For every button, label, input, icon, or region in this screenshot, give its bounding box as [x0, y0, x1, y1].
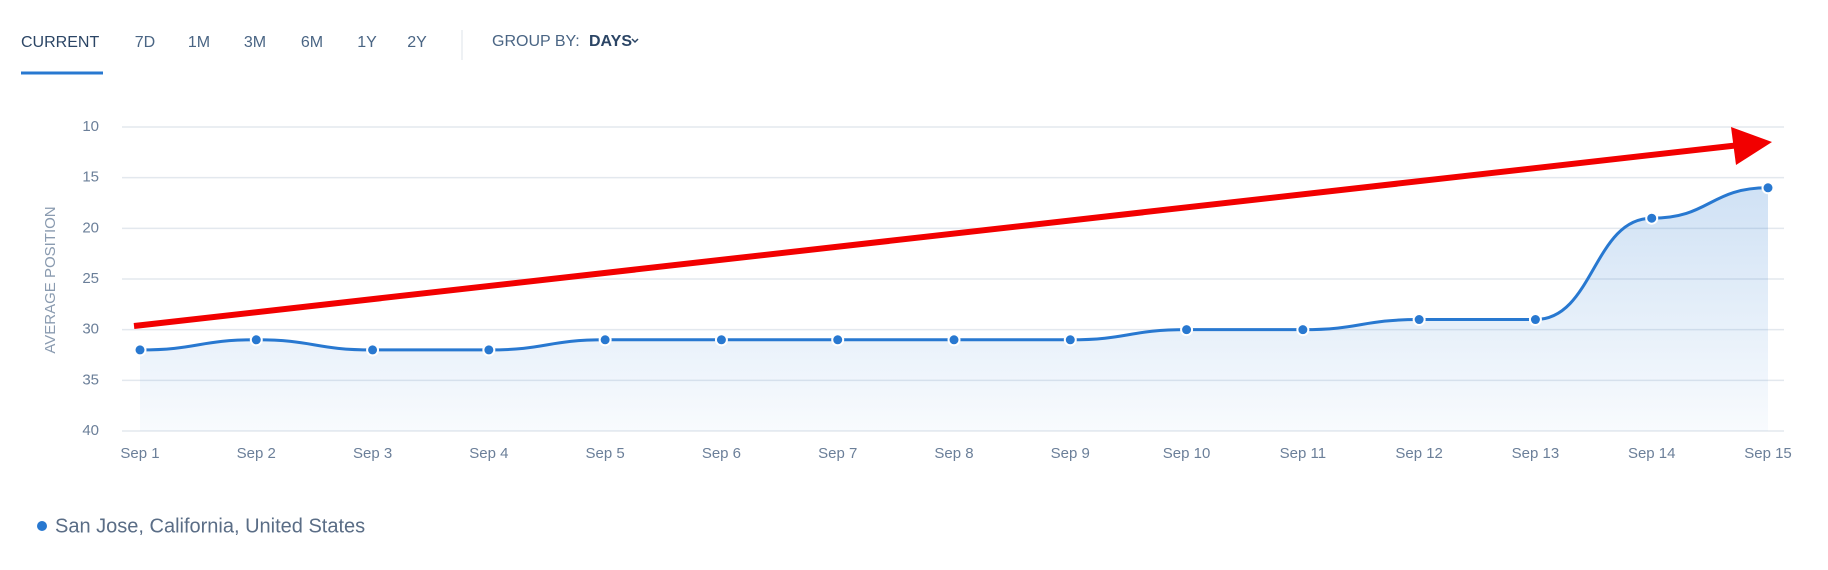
point [1180, 323, 1194, 337]
legend-label: San Jose, California, United States [55, 515, 365, 537]
x-tick-label: Sep 7 [818, 445, 857, 462]
x-tick-label: Sep 12 [1395, 445, 1443, 462]
point [1296, 323, 1310, 337]
toolbar: GROUP BY: DAYS CURRENT 7D 1M 3M 6M 1Y 2Y [21, 30, 639, 75]
tab[interactable]: 3M [244, 34, 266, 51]
x-tick-label: Sep 2 [237, 445, 276, 462]
point [1063, 333, 1077, 347]
annotation-arrow-head [1731, 127, 1772, 165]
y-tick-label: 35 [82, 371, 99, 388]
tab[interactable]: 6M [301, 34, 323, 51]
tab[interactable]: 2Y [407, 34, 427, 51]
group-by-label: GROUP BY: [492, 33, 580, 50]
x-tick-label: Sep 5 [586, 445, 625, 462]
annotation-arrow [133, 142, 1741, 329]
x-tick-label: Sep 9 [1051, 445, 1090, 462]
x-tick-label: Sep 1 [120, 445, 159, 462]
dropdown-caret[interactable] [631, 38, 639, 44]
x-tick-label: Sep 10 [1163, 445, 1211, 462]
point [366, 343, 380, 357]
area [140, 187, 1768, 431]
tab[interactable]: 7D [135, 34, 155, 51]
point [1645, 211, 1659, 225]
legend-marker [37, 521, 47, 531]
x-tick-label: Sep 6 [702, 445, 741, 462]
point [714, 333, 728, 347]
tab[interactable]: 1M [188, 34, 210, 51]
y-tick-label: 15 [82, 169, 99, 186]
y-tick-label: 30 [82, 321, 99, 338]
y-axis-label: AVERAGE POSITION [42, 206, 59, 353]
x-tick-label: Sep 14 [1628, 445, 1676, 462]
point [133, 343, 147, 357]
tab[interactable]: 1Y [357, 34, 377, 51]
group-by-value[interactable]: DAYS [589, 33, 632, 50]
x-tick-label: Sep 4 [469, 445, 508, 462]
point [482, 343, 496, 357]
tab[interactable]: CURRENT [21, 34, 99, 51]
y-tick-label: 25 [82, 270, 99, 287]
chart: 10 15 20 25 30 35 40 Sep 1 Sep 2 Sep 3 Sep 4 Sep 5 S… [37, 118, 1792, 537]
x-tick-label: Sep 8 [934, 445, 973, 462]
x-tick-label: Sep 13 [1512, 445, 1560, 462]
point [1412, 313, 1426, 327]
x-tick-label: Sep 11 [1280, 445, 1326, 462]
point [1761, 181, 1775, 195]
point [249, 333, 263, 347]
point [947, 333, 961, 347]
y-tick-label: 10 [82, 118, 99, 135]
y-tick-label: 20 [82, 219, 99, 236]
point [598, 333, 612, 347]
y-tick-label: 40 [82, 422, 99, 439]
point [1528, 313, 1542, 327]
x-tick-label: Sep 15 [1744, 445, 1792, 462]
point [831, 333, 845, 347]
x-tick-label: Sep 3 [353, 445, 392, 462]
